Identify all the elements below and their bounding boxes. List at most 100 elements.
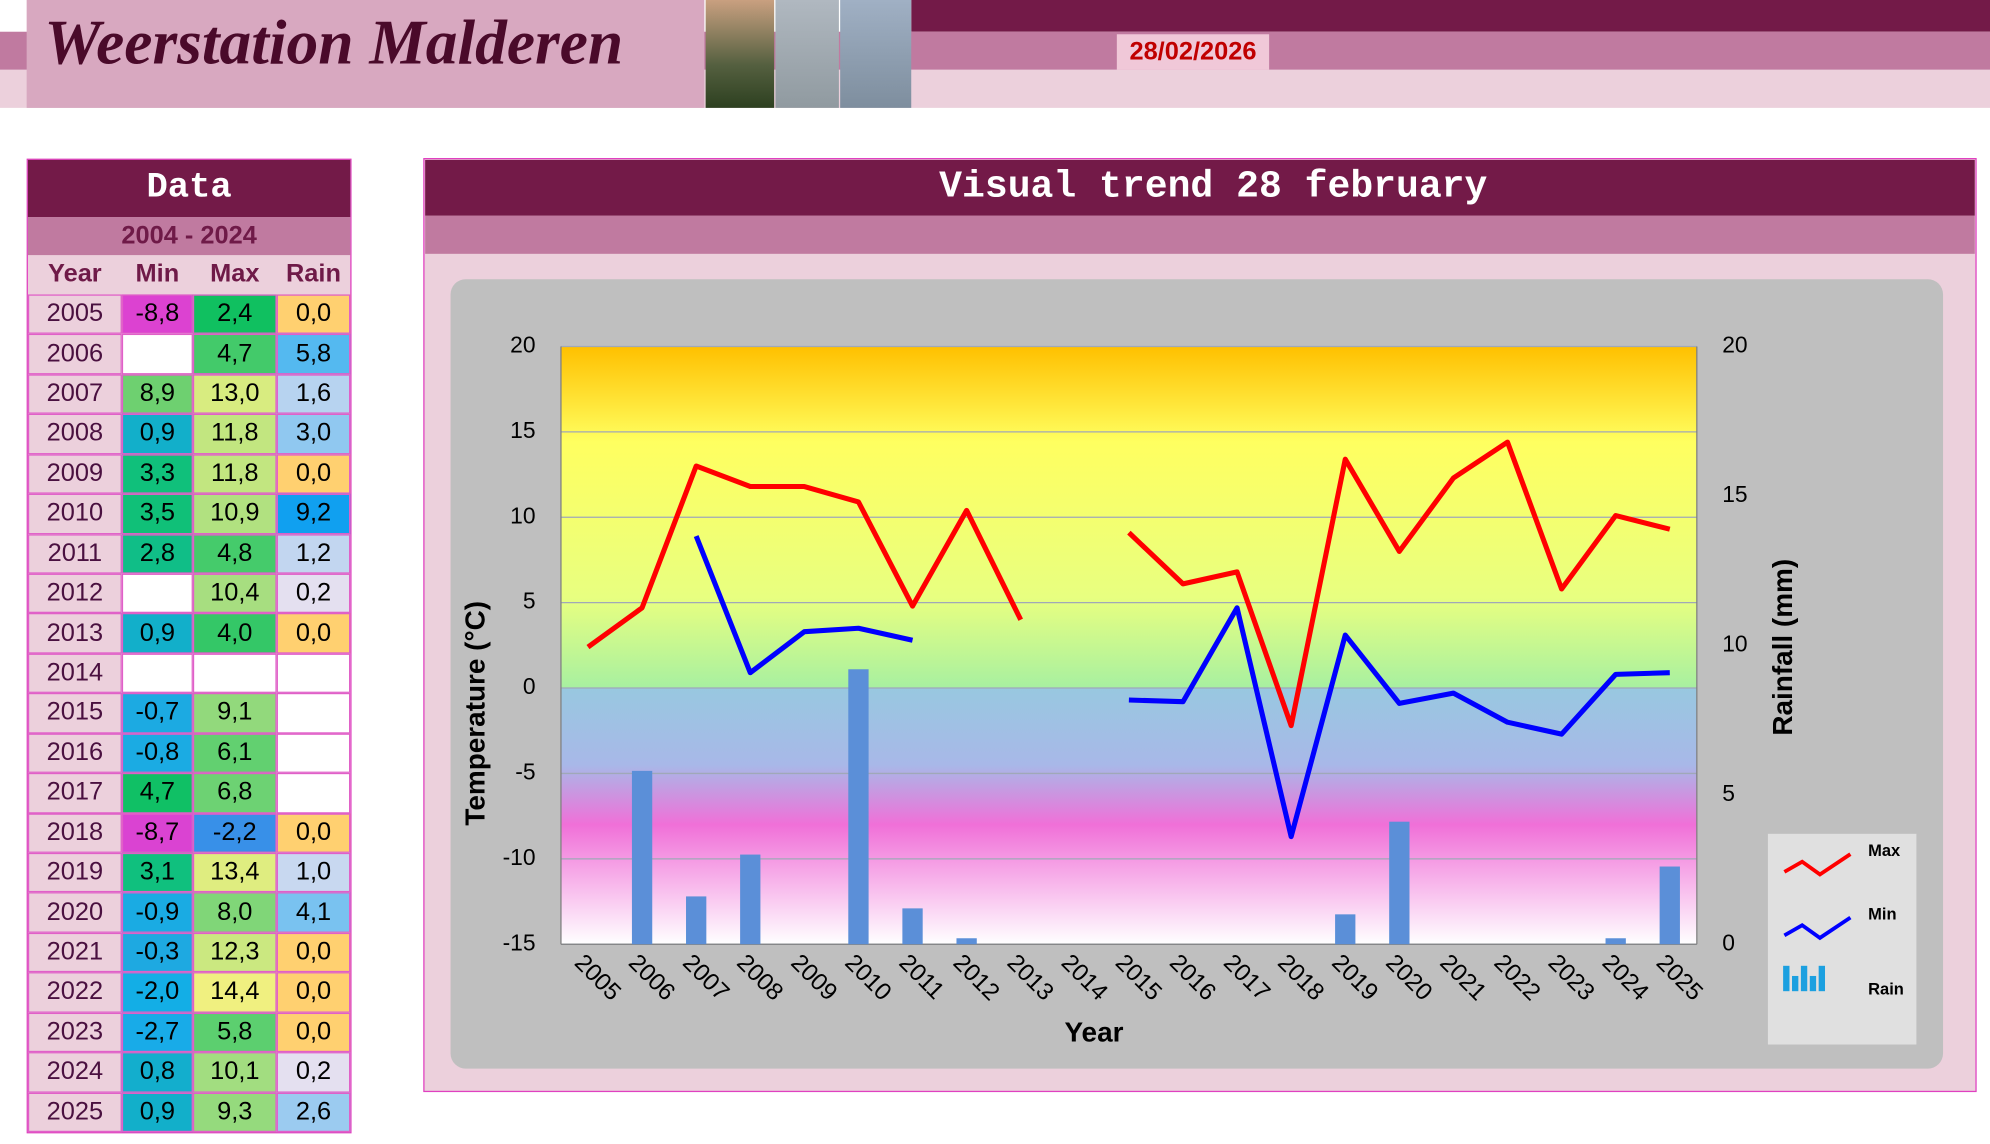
bar bbox=[902, 908, 923, 945]
site-title: Weerstation Malderen bbox=[44, 6, 624, 78]
table-cell: 0,0 bbox=[276, 1012, 351, 1053]
table-cell: 8,0 bbox=[192, 892, 277, 933]
table-cell: 3,3 bbox=[121, 453, 193, 494]
table-cell: 5,8 bbox=[192, 1012, 277, 1053]
bar bbox=[1335, 914, 1356, 945]
row-year: 2015 bbox=[27, 693, 122, 734]
y2-tick-label: 15 bbox=[1722, 481, 1747, 507]
bar bbox=[740, 854, 761, 945]
y-axis-title: Temperature (°C) bbox=[460, 601, 491, 826]
y-tick-label: -10 bbox=[503, 844, 536, 870]
title-box: Weerstation Malderen bbox=[26, 0, 705, 108]
row-year: 2017 bbox=[27, 773, 122, 813]
y2-tick-label: 10 bbox=[1722, 630, 1747, 656]
table-cell: 11,8 bbox=[192, 453, 277, 494]
table-cell: 0,0 bbox=[276, 972, 351, 1013]
row-year: 2012 bbox=[27, 573, 122, 614]
x-axis-title: Year bbox=[1064, 1017, 1123, 1048]
table-cell: -8,7 bbox=[121, 812, 193, 853]
table-cell bbox=[276, 773, 351, 813]
row-year: 2008 bbox=[27, 414, 122, 454]
photo bbox=[705, 0, 775, 108]
row-year: 2010 bbox=[27, 493, 122, 534]
y2-tick-label: 5 bbox=[1722, 780, 1735, 806]
row-year: 2009 bbox=[27, 453, 122, 494]
chart-band bbox=[425, 215, 1975, 254]
table-cell: 2,6 bbox=[276, 1092, 351, 1133]
y-tick-label: 0 bbox=[523, 673, 536, 699]
column-header: Min bbox=[135, 260, 180, 289]
table-cell: 10,4 bbox=[192, 573, 277, 614]
bar bbox=[1659, 866, 1680, 945]
table-cell bbox=[121, 334, 193, 375]
y-tick-label: -5 bbox=[515, 758, 535, 784]
y2-tick-label: 20 bbox=[1722, 332, 1747, 358]
date: 28/02/2026 bbox=[1116, 34, 1270, 70]
bar bbox=[631, 770, 653, 945]
table-cell: 1,0 bbox=[276, 852, 351, 893]
legend bbox=[1767, 833, 1917, 1045]
table-cell: 13,0 bbox=[192, 374, 277, 415]
table-cell: 2,8 bbox=[121, 533, 193, 574]
table-cell: 3,5 bbox=[121, 493, 193, 534]
table-cell: 0,0 bbox=[276, 294, 351, 335]
bar bbox=[1389, 821, 1410, 945]
line bbox=[693, 535, 1670, 840]
y-tick-label: -15 bbox=[503, 929, 536, 955]
table-cell: 4,7 bbox=[192, 334, 277, 375]
photo bbox=[840, 0, 912, 108]
table-cell: 2,4 bbox=[192, 294, 277, 335]
table-cell: -0,3 bbox=[121, 932, 193, 973]
legend-label: Rain bbox=[1868, 980, 1904, 998]
table-cell: 13,4 bbox=[192, 852, 277, 893]
y2-axis-title: Rainfall (mm) bbox=[1767, 559, 1798, 736]
table-cell: 11,8 bbox=[192, 414, 277, 454]
table-cell: 12,3 bbox=[192, 932, 277, 973]
row-year: 2014 bbox=[27, 653, 122, 694]
data-table: Data 2004 - 2024 Year Min Max Rain 2005 -8,8 2… bbox=[26, 158, 352, 1134]
table-cell: -0,7 bbox=[121, 693, 193, 734]
row-year: 2013 bbox=[27, 613, 122, 654]
row-year: 2020 bbox=[27, 892, 122, 933]
top-band bbox=[911, 0, 1990, 32]
row-year: 2006 bbox=[27, 334, 122, 375]
table-cell: 4,1 bbox=[276, 892, 351, 933]
chart-title: Visual trend 28 february bbox=[939, 166, 1487, 209]
table-cell: 0,0 bbox=[276, 812, 351, 853]
row-year: 2016 bbox=[27, 733, 122, 774]
legend-label: Min bbox=[1868, 905, 1896, 923]
y-tick-label: 10 bbox=[510, 502, 535, 528]
table-cell: 4,7 bbox=[121, 773, 193, 813]
table-cell: 1,6 bbox=[276, 374, 351, 415]
table-cell: 9,3 bbox=[192, 1092, 277, 1133]
y-tick-label: 20 bbox=[510, 332, 535, 358]
row-year: 2024 bbox=[27, 1052, 122, 1093]
table-cell: 10,9 bbox=[192, 493, 277, 534]
row-year: 2007 bbox=[27, 374, 122, 415]
table-cell bbox=[276, 733, 351, 774]
legend-icon bbox=[1783, 852, 1852, 877]
table-cell: 9,2 bbox=[276, 493, 351, 534]
y-tick-label: 15 bbox=[510, 417, 535, 443]
table-cell bbox=[276, 693, 351, 734]
row-year: 2022 bbox=[27, 972, 122, 1013]
table-cell: 0,9 bbox=[121, 613, 193, 654]
table-cell: 0,9 bbox=[121, 1092, 193, 1133]
table-cell: 0,2 bbox=[276, 573, 351, 614]
row-year: 2021 bbox=[27, 932, 122, 973]
plot-area bbox=[560, 346, 1697, 945]
table-cell bbox=[192, 653, 277, 694]
row-year: 2011 bbox=[27, 533, 122, 574]
table-cell: 0,9 bbox=[121, 414, 193, 454]
table-cell: -2,7 bbox=[121, 1012, 193, 1053]
column-header: Year bbox=[48, 260, 102, 289]
table-cell bbox=[276, 653, 351, 694]
row-year: 2005 bbox=[27, 294, 122, 335]
bar bbox=[686, 896, 707, 945]
legend-icon bbox=[1800, 965, 1808, 992]
bar bbox=[956, 938, 977, 945]
table-cell bbox=[121, 653, 193, 694]
table-cell: 1,2 bbox=[276, 533, 351, 574]
